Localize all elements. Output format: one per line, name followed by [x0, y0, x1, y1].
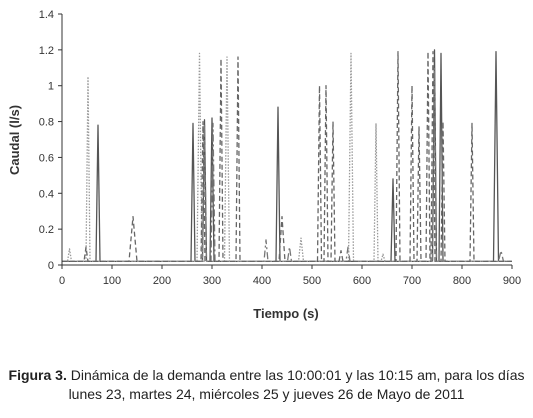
y-tick-label: 0.4 [39, 188, 54, 200]
y-tick-label: 0 [48, 260, 54, 272]
plot-area [61, 49, 513, 263]
y-tick-label: 0.2 [39, 224, 54, 236]
x-tick-label: 800 [453, 275, 471, 287]
x-axis-title: Tiempo (s) [253, 306, 319, 321]
y-tick-label: 0.6 [39, 152, 54, 164]
x-tick-label: 300 [203, 275, 221, 287]
y-ticks: 0 0.2 0.4 0.6 0.8 1 1.2 1.4 [39, 9, 62, 272]
y-tick-label: 0.8 [39, 117, 54, 129]
x-tick-label: 900 [503, 275, 521, 287]
series-line-4 [61, 51, 513, 263]
x-tick-label: 0 [59, 275, 65, 287]
x-tick-label: 500 [303, 275, 321, 287]
y-tick-label: 1 [48, 81, 54, 93]
x-tick-label: 200 [153, 275, 171, 287]
x-ticks: 0 100 200 300 400 500 600 700 800 900 [59, 265, 521, 287]
y-axis-title: Caudal (l/s) [7, 105, 22, 175]
figure-caption: Figura 3. Dinámica de la demanda entre l… [0, 366, 533, 404]
chart: 0 0.2 0.4 0.6 0.8 1 1.2 1.4 0 100 200 300 400 500 600… [7, 9, 521, 321]
x-tick-label: 700 [403, 275, 421, 287]
y-tick-label: 1.4 [39, 9, 54, 21]
figure-caption-text: Dinámica de la demanda entre las 10:00:0… [68, 367, 525, 402]
y-tick-label: 1.2 [39, 45, 54, 57]
series-line-2 [61, 67, 513, 263]
axes [61, 14, 512, 266]
x-tick-label: 600 [353, 275, 371, 287]
figure-label: Figura 3. [8, 367, 67, 383]
x-tick-label: 400 [253, 275, 271, 287]
x-tick-label: 100 [103, 275, 121, 287]
